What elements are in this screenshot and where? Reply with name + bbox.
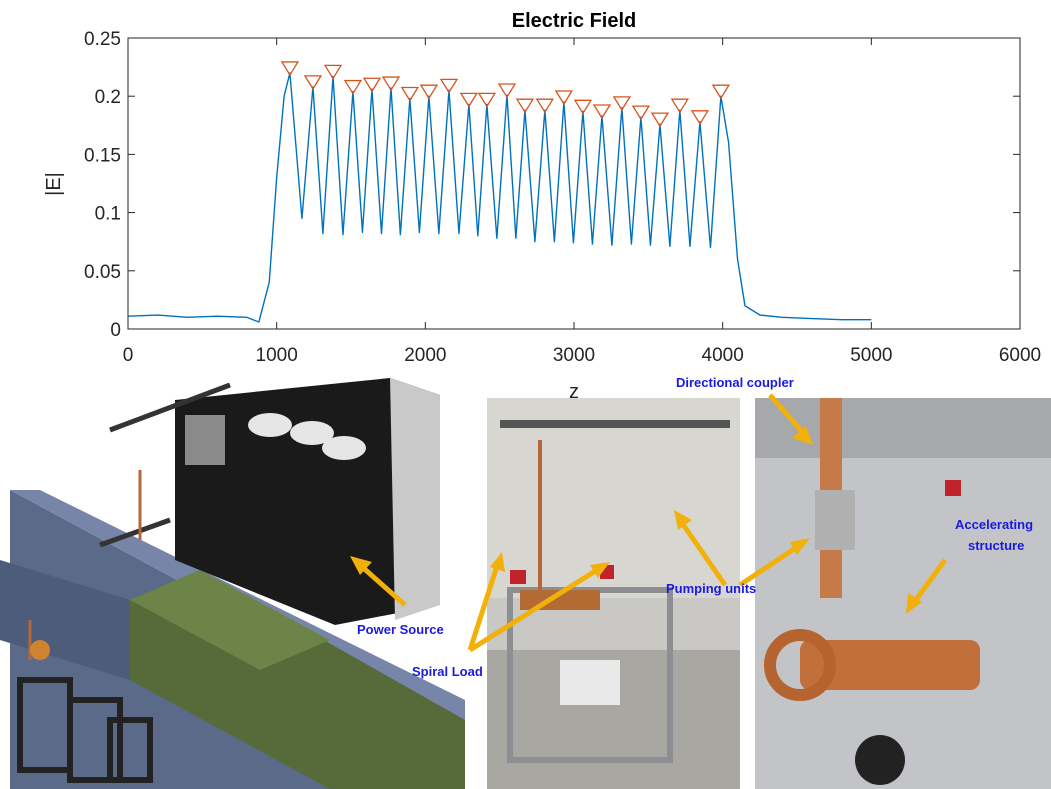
y-tick-label: 0 xyxy=(110,320,121,341)
x-tick-label: 6000 xyxy=(999,345,1041,366)
x-tick-label: 4000 xyxy=(702,345,744,366)
x-axis-label: z xyxy=(569,381,579,403)
x-tick-label: 1000 xyxy=(256,345,298,366)
photo-label: Directional coupler xyxy=(676,375,794,390)
y-tick-label: 0.2 xyxy=(95,87,121,108)
structure-photo xyxy=(755,398,1051,789)
render-illustration xyxy=(0,378,465,789)
y-tick-label: 0.15 xyxy=(84,145,121,166)
x-tick-label: 0 xyxy=(123,345,134,366)
chart-title: Electric Field xyxy=(512,10,637,32)
plot-area xyxy=(128,38,1020,329)
x-tick-label: 5000 xyxy=(850,345,892,366)
y-axis-label: |E| xyxy=(43,172,65,196)
photo-label: structure xyxy=(968,538,1024,553)
y-tick-label: 0.05 xyxy=(84,262,121,283)
photo-label: Spiral Load xyxy=(412,664,483,679)
y-tick-label: 0.25 xyxy=(84,29,121,50)
y-tick-label: 0.1 xyxy=(95,204,121,225)
page: {"chart_data": {"type": "line", "title":… xyxy=(0,0,1051,789)
photo-label: Accelerating xyxy=(955,517,1033,532)
x-tick-label: 3000 xyxy=(553,345,595,366)
photo-label: Power Source xyxy=(357,622,444,637)
x-tick-label: 2000 xyxy=(404,345,446,366)
photo-label: Pumping units xyxy=(666,581,756,596)
figure: Directional coupler Pumping units Spiral… xyxy=(0,0,1051,789)
